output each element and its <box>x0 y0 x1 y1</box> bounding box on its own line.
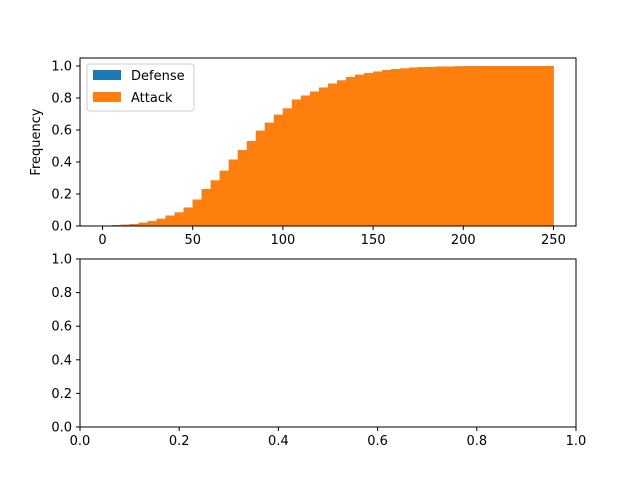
legend-swatch-attack <box>93 92 121 102</box>
histogram-bar-attack <box>544 66 554 226</box>
top-y-ticks: 0.0 0.2 0.4 0.6 0.8 1.0 <box>51 60 80 235</box>
histogram-bar-attack <box>499 66 509 226</box>
histogram-bar-attack <box>192 199 203 226</box>
bottom-x-ticks: 0.0 0.2 0.4 0.6 0.8 1.0 <box>70 427 587 449</box>
histogram-bar-attack <box>409 67 419 226</box>
x-tick-label: 0.8 <box>466 434 487 449</box>
x-tick-label: 0.6 <box>367 434 388 449</box>
histogram-bar-attack <box>282 108 293 226</box>
histogram-bar-attack <box>174 212 185 226</box>
histogram-bar-attack <box>138 222 148 226</box>
histogram-bar-attack <box>219 170 230 226</box>
histogram-bar-attack <box>337 80 347 227</box>
histogram-bar-attack <box>346 77 356 226</box>
y-tick-label: 1.0 <box>51 253 72 268</box>
histogram-bar-attack <box>201 189 212 226</box>
histogram-bar-attack <box>454 66 464 226</box>
y-tick-label: 0.2 <box>51 387 72 402</box>
histogram-bar-attack <box>210 180 221 226</box>
histogram-bar-attack <box>120 224 130 226</box>
histogram-bar-attack <box>156 218 166 226</box>
top-y-axis-title: Frequency <box>29 108 44 175</box>
y-tick-label: 0.2 <box>51 188 72 203</box>
histogram-bar-attack <box>183 207 194 226</box>
histogram-bar-attack <box>445 66 455 226</box>
histogram-bar-attack <box>526 66 536 226</box>
x-tick-label: 200 <box>451 233 476 248</box>
x-tick-label: 50 <box>184 233 201 248</box>
y-tick-label: 0.6 <box>51 124 72 139</box>
top-x-ticks: 0 50 100 150 200 250 <box>98 226 566 248</box>
histogram-bar-attack <box>328 83 338 226</box>
histogram-bar-attack <box>147 221 157 226</box>
legend-swatch-defense <box>93 70 121 80</box>
bottom-empty-axes: 0.0 0.2 0.4 0.6 0.8 1.0 0.0 0.2 0.4 0.6 0.8 1.0 <box>51 253 586 450</box>
histogram-bar-attack <box>481 66 491 226</box>
y-tick-label: 1.0 <box>51 60 72 75</box>
y-tick-label: 0.0 <box>51 421 72 436</box>
histogram-bar-attack <box>264 122 275 226</box>
histogram-bar-attack <box>427 66 437 227</box>
x-tick-label: 0 <box>98 233 106 248</box>
top-histogram-bars <box>111 66 554 227</box>
x-tick-label: 0.0 <box>70 434 91 449</box>
bottom-y-ticks: 0.0 0.2 0.4 0.6 0.8 1.0 <box>51 253 80 436</box>
y-tick-label: 0.8 <box>51 92 72 107</box>
x-tick-label: 0.2 <box>169 434 190 449</box>
histogram-bar-attack <box>535 66 545 226</box>
x-tick-label: 100 <box>270 233 295 248</box>
histogram-bar-attack <box>273 114 284 226</box>
y-tick-label: 0.6 <box>51 320 72 335</box>
bottom-axes-frame <box>79 258 577 428</box>
histogram-bar-attack <box>246 141 257 226</box>
histogram-bar-attack <box>237 150 248 226</box>
histogram-bar-attack <box>165 215 175 226</box>
histogram-bar-attack <box>309 91 320 226</box>
top-axes-frame <box>79 57 577 227</box>
top-histogram-axes: 0 50 100 150 200 250 0.0 0.2 0.4 0.6 0.8 1.0 Frequ… <box>29 57 577 248</box>
histogram-bar-attack <box>391 69 401 226</box>
histogram-bar-attack <box>418 67 428 226</box>
histogram-bar-attack <box>318 87 329 226</box>
histogram-bar-attack <box>373 71 383 226</box>
histogram-bar-attack <box>508 66 518 226</box>
histogram-bar-attack <box>463 66 473 226</box>
histogram-bar-attack <box>228 159 239 226</box>
x-tick-label: 250 <box>541 233 566 248</box>
histogram-bar-attack <box>364 73 374 226</box>
x-tick-label: 0.4 <box>268 434 289 449</box>
y-tick-label: 0.4 <box>51 353 72 368</box>
y-tick-label: 0.8 <box>51 286 72 301</box>
histogram-bar-attack <box>129 224 139 226</box>
histogram-bar-attack <box>472 66 482 226</box>
y-tick-label: 0.4 <box>51 156 72 171</box>
histogram-bar-attack <box>490 66 500 226</box>
x-tick-label: 1.0 <box>566 434 587 449</box>
histogram-bar-attack <box>436 66 446 226</box>
histogram-bar-attack <box>517 66 527 226</box>
y-tick-label: 0.0 <box>51 220 72 235</box>
histogram-bar-attack <box>255 130 266 226</box>
histogram-bar-attack <box>300 95 311 226</box>
legend-label-attack: Attack <box>131 91 173 106</box>
legend-label-defense: Defense <box>131 69 185 84</box>
histogram-bar-attack <box>382 70 392 226</box>
histogram-bar-attack <box>400 68 410 227</box>
legend: Defense Attack <box>86 63 195 112</box>
histogram-bar-attack <box>291 99 302 226</box>
histogram-bar-attack <box>355 74 365 226</box>
x-tick-label: 150 <box>361 233 386 248</box>
